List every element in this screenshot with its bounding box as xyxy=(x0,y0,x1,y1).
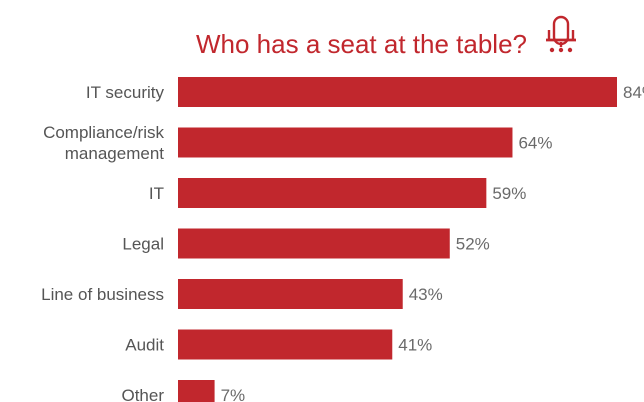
category-label: management xyxy=(65,144,165,163)
data-label: 64% xyxy=(518,134,552,153)
data-label: 52% xyxy=(456,235,490,254)
category-label: Line of business xyxy=(41,285,164,304)
data-label: 43% xyxy=(409,285,443,304)
data-label: 7% xyxy=(221,386,246,402)
category-label: IT xyxy=(149,184,164,203)
category-label: Audit xyxy=(125,336,164,355)
bar xyxy=(178,329,393,360)
category-label: Compliance/risk xyxy=(43,123,164,142)
bar xyxy=(178,77,617,107)
data-label: 59% xyxy=(492,184,526,203)
office-chair-icon xyxy=(546,15,576,53)
bar xyxy=(178,279,403,309)
bar xyxy=(178,380,215,402)
chart-title: Who has a seat at the table? xyxy=(196,29,527,59)
category-label: IT security xyxy=(86,83,165,102)
bar xyxy=(178,178,487,208)
category-label: Other xyxy=(121,386,164,402)
bar xyxy=(178,228,450,259)
data-label: 84% xyxy=(623,83,644,102)
category-label: Legal xyxy=(122,235,164,254)
bar xyxy=(178,127,513,158)
data-label: 41% xyxy=(398,336,432,355)
